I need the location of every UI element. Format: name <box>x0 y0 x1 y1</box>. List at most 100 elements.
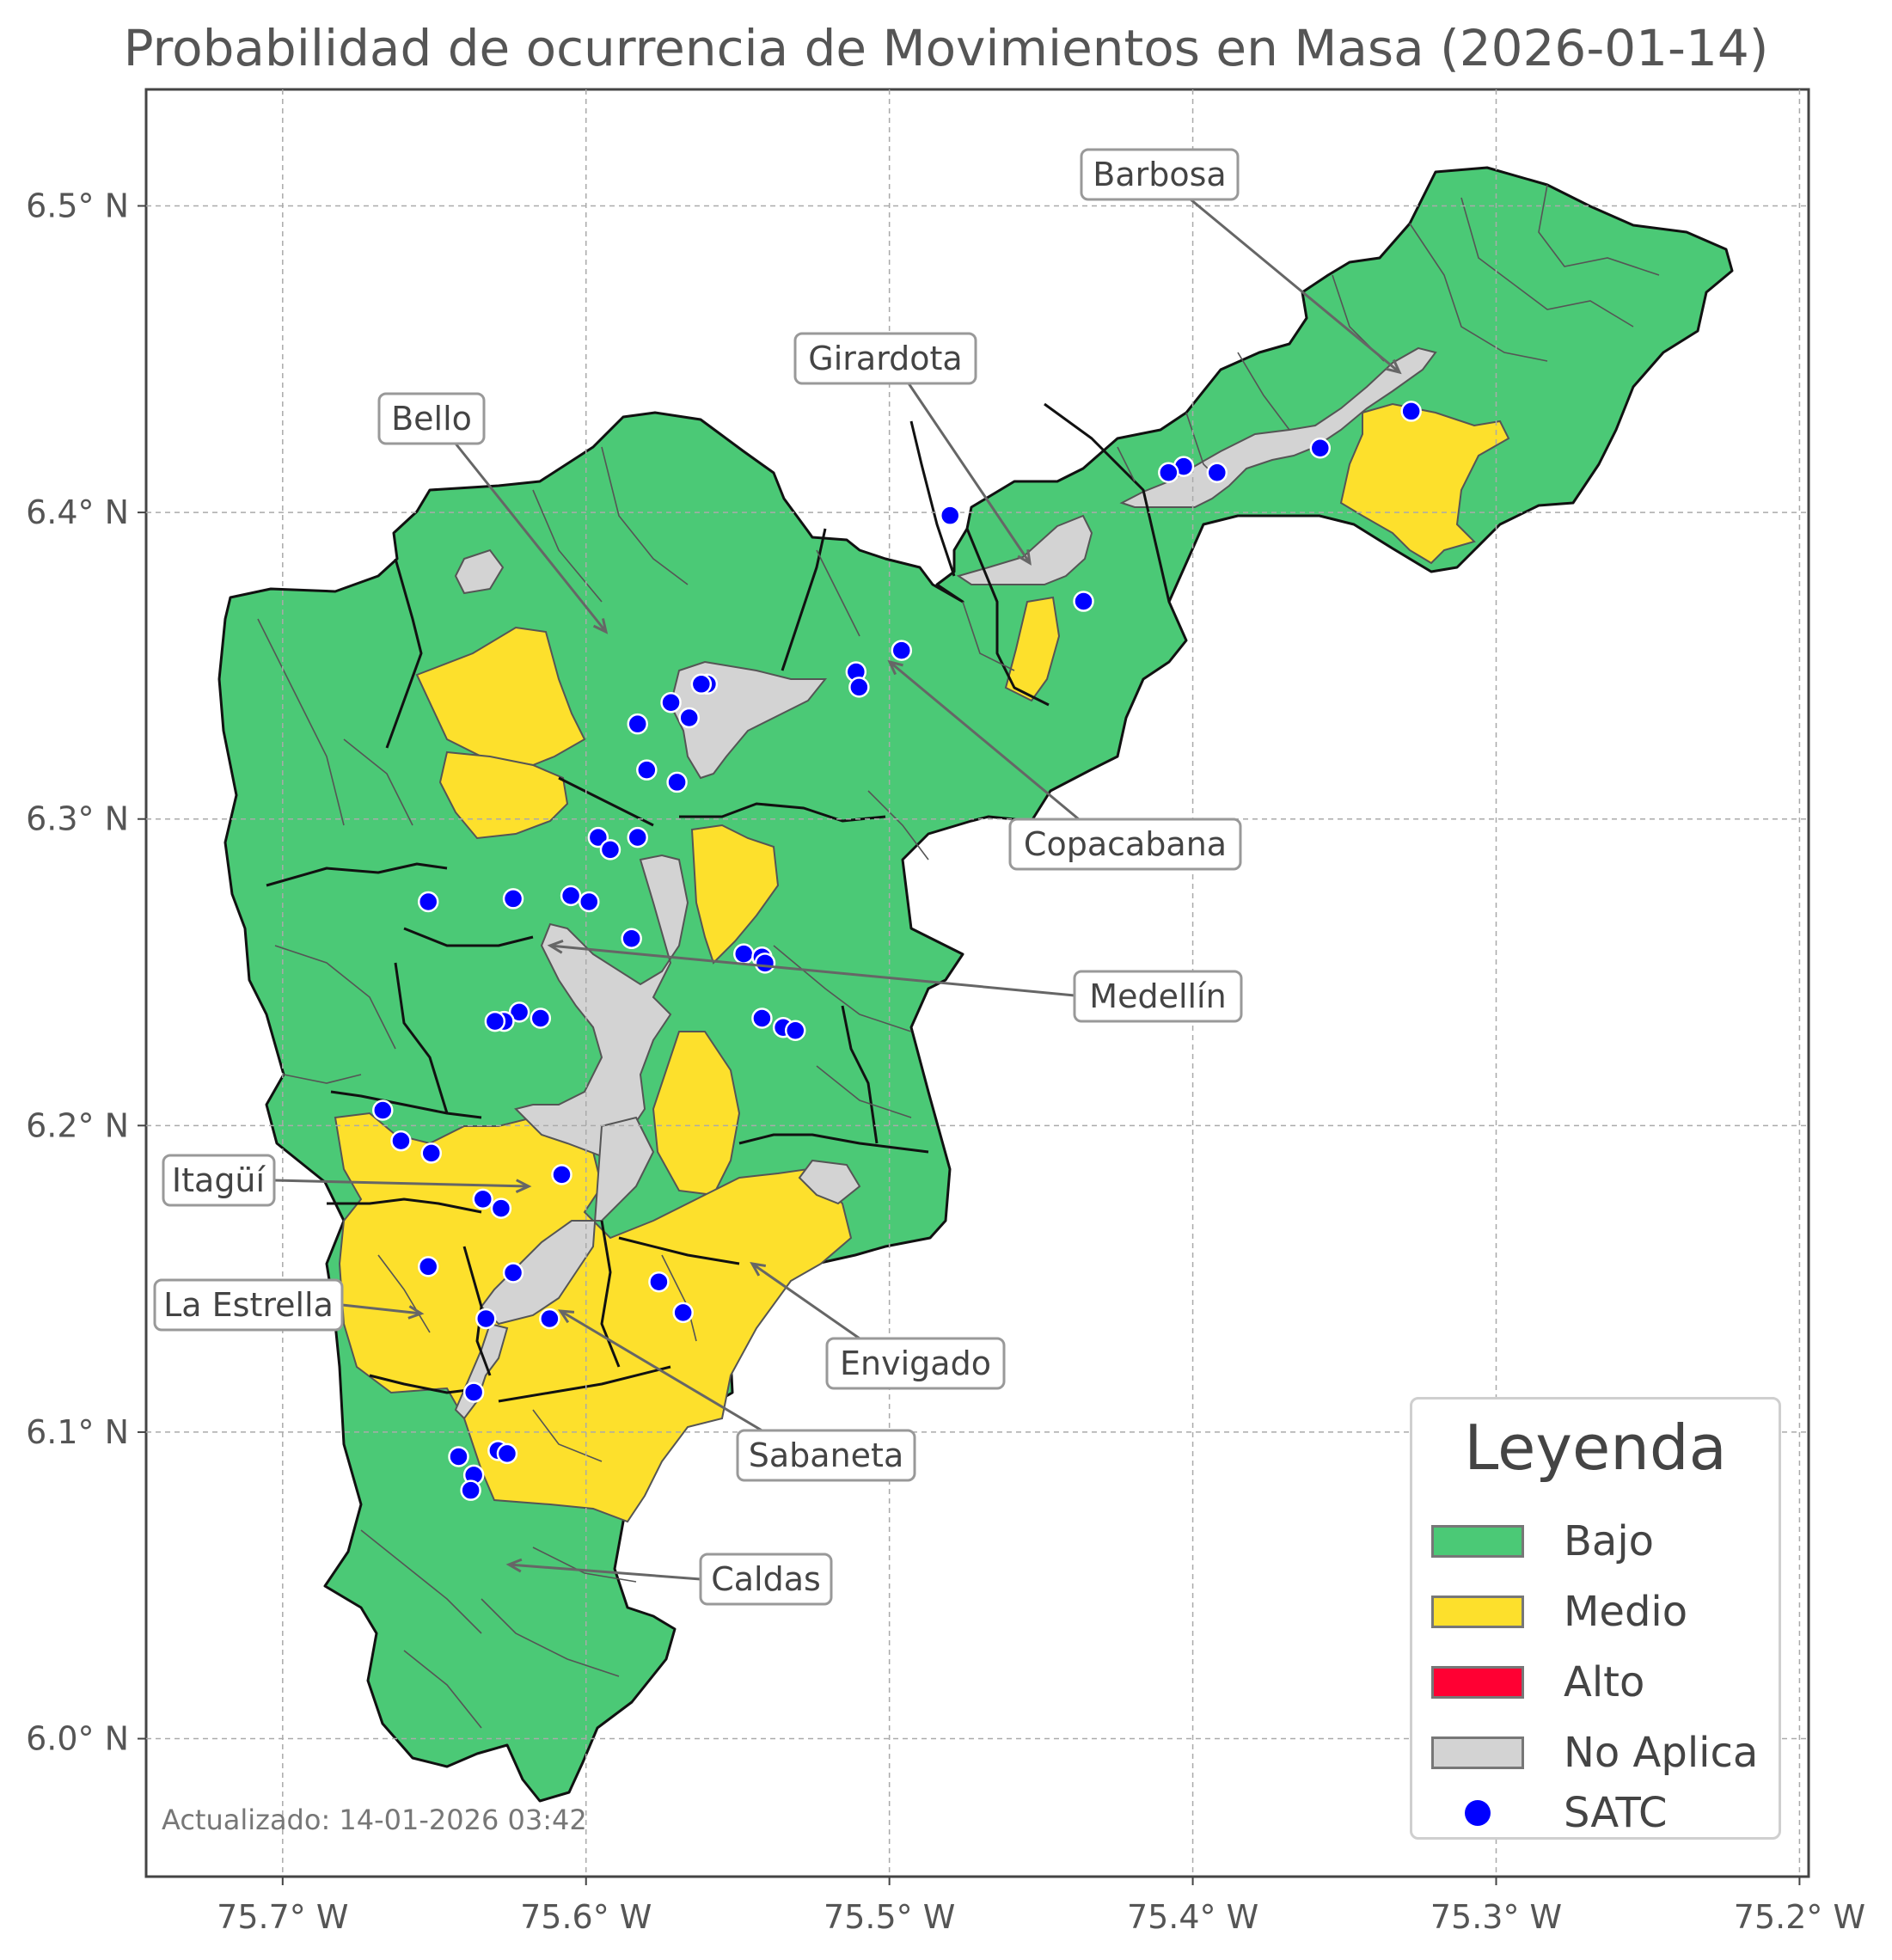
callout-itagui: Itagüí <box>162 1154 532 1207</box>
satc-station-marker <box>621 928 642 950</box>
region-no-aplica <box>514 854 689 1158</box>
lon-tick-label: 75.3° W <box>1430 1898 1562 1936</box>
legend-label: Medio <box>1564 1588 1688 1636</box>
callout-label: Sabaneta <box>749 1436 903 1474</box>
satc-station-marker <box>754 952 776 974</box>
region-medio <box>1339 402 1510 565</box>
callout-caldas: Caldas <box>505 1553 833 1606</box>
satc-station-marker <box>690 673 713 695</box>
region-medio <box>415 626 586 767</box>
satc-station-marker <box>490 1197 512 1219</box>
arrowhead-icon <box>592 618 609 634</box>
satc-station-marker <box>733 943 755 965</box>
callout-label: Envigado <box>840 1344 991 1382</box>
legend-swatch <box>1431 1525 1524 1558</box>
satc-station-marker <box>460 1479 481 1501</box>
callout-envigado: Envigado <box>750 1262 1006 1390</box>
satc-station-marker <box>417 891 439 913</box>
callout-barbosa: Barbosa <box>1080 148 1402 375</box>
satc-station-marker <box>672 1302 694 1324</box>
satc-station-marker <box>579 891 600 913</box>
callout-bello: Bello <box>377 392 609 634</box>
legend-swatch <box>1431 1596 1524 1628</box>
satc-station-marker <box>751 1008 773 1029</box>
legend-item-alto: Alto <box>1431 1657 1644 1708</box>
region-no-aplica <box>956 514 1093 585</box>
lon-tick-label: 75.6° W <box>520 1898 652 1936</box>
arrowhead-icon <box>750 1262 767 1277</box>
legend-item-bajo: Bajo <box>1431 1516 1654 1567</box>
legend-item-no-aplica: No Aplica <box>1431 1727 1758 1779</box>
lon-tick-label: 75.5° W <box>824 1898 955 1936</box>
satc-station-marker <box>678 707 700 729</box>
satc-station-marker <box>390 1130 412 1152</box>
legend-label: Bajo <box>1564 1517 1655 1565</box>
satc-station-marker <box>551 1164 572 1185</box>
region-medio <box>690 824 780 965</box>
risk-regions <box>217 166 1734 1803</box>
callout-label: Bello <box>391 400 472 438</box>
satc-station-marker <box>420 1142 442 1164</box>
satc-station-marker <box>1400 401 1422 422</box>
legend-item-satc: SATC <box>1431 1787 1668 1839</box>
callout-label: Barbosa <box>1093 156 1226 193</box>
satc-station-marker <box>508 1001 530 1023</box>
lat-tick-label: 6.3° N <box>26 800 129 838</box>
callout-medellin: Medellín <box>547 940 1243 1023</box>
legend-label: No Aplica <box>1564 1729 1759 1777</box>
satc-station-marker <box>417 1256 439 1277</box>
arrowhead-icon <box>1386 358 1402 375</box>
satc-station-marker <box>472 1188 493 1210</box>
legend-title: Leyenda <box>1464 1412 1727 1484</box>
satc-station-marker <box>475 1308 497 1330</box>
lon-tick-label: 75.7° W <box>217 1898 348 1936</box>
legend-marker <box>1431 1797 1524 1829</box>
callout-label: Copacabana <box>1024 825 1227 863</box>
satc-station-marker <box>848 677 870 698</box>
arrowhead-icon <box>558 1309 575 1324</box>
region-medio <box>1004 596 1061 702</box>
arrowhead-icon <box>515 1179 532 1193</box>
lat-tick-label: 6.5° N <box>26 187 129 225</box>
satc-station-marker <box>636 759 658 781</box>
satc-station-marker <box>539 1308 560 1330</box>
satc-station-marker <box>502 888 524 910</box>
axis-ticks: 75.7° W 75.6° W 75.5° W 75.4° W 75.3° W 75.2°… <box>26 187 1865 1936</box>
callout-girardota: Girardota <box>793 332 1032 566</box>
satc-station-marker <box>660 691 682 714</box>
gridlines <box>146 89 1809 1877</box>
satc-stations <box>372 401 1422 1501</box>
satc-station-marker <box>484 1010 506 1032</box>
region-no-aplica <box>798 1159 861 1205</box>
callout-sabaneta: Sabaneta <box>558 1309 916 1482</box>
legend-label: SATC <box>1564 1789 1668 1837</box>
municipality-boundaries <box>266 402 1171 1403</box>
satc-station-marker <box>560 885 582 907</box>
satc-station-marker <box>448 1446 469 1467</box>
map-title: Probabilidad de ocurrencia de Movimiento… <box>123 19 1769 77</box>
lon-tick-label: 75.2° W <box>1734 1898 1865 1936</box>
satc-station-marker <box>599 839 621 861</box>
satc-station-marker <box>648 1271 670 1293</box>
lat-tick-label: 6.0° N <box>26 1720 129 1758</box>
satc-station-marker <box>587 826 609 848</box>
satc-station-marker <box>1158 462 1179 484</box>
callout-label: Caldas <box>711 1560 821 1598</box>
lat-tick-label: 6.4° N <box>26 493 129 531</box>
region-medio <box>438 750 569 840</box>
callout-label: La Estrella <box>163 1286 334 1324</box>
callout-label: Itagüí <box>172 1161 266 1199</box>
satc-station-marker <box>784 1020 806 1042</box>
satc-station-marker <box>1206 462 1228 484</box>
map-frame <box>144 88 1810 1878</box>
subdistrict-boundaries <box>257 184 1660 1729</box>
satc-station-marker <box>462 1381 485 1403</box>
callout-la-estrella: La Estrella <box>153 1278 425 1332</box>
satc-station-marker <box>530 1008 552 1029</box>
satc-station-marker <box>372 1099 394 1121</box>
satc-station-marker <box>502 1262 524 1283</box>
arrowhead-icon <box>1017 548 1032 566</box>
legend-swatch <box>1431 1666 1524 1699</box>
satc-station-marker <box>666 771 688 793</box>
